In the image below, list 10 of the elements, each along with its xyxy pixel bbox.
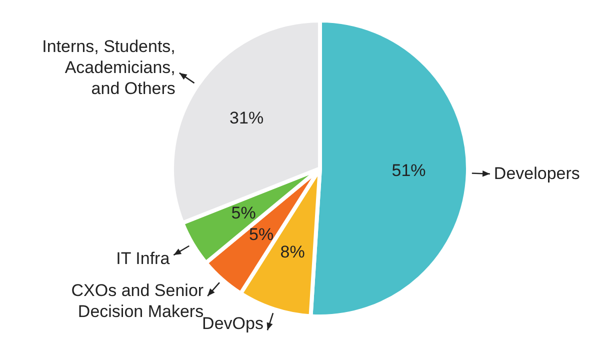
data-label: 51% xyxy=(392,160,426,180)
data-label: 8% xyxy=(280,242,305,262)
slice-label: CXOs and Senior Decision Makers xyxy=(71,281,204,322)
data-label: 31% xyxy=(230,108,264,128)
slice-label: Developers xyxy=(494,164,580,183)
slice-label: IT Infra xyxy=(116,248,170,268)
data-label: 5% xyxy=(231,203,256,222)
data-label: 5% xyxy=(248,224,274,244)
slice-label: DevOps xyxy=(202,314,264,334)
slice-label: Interns, Students, Academicians, and Others xyxy=(42,37,176,98)
